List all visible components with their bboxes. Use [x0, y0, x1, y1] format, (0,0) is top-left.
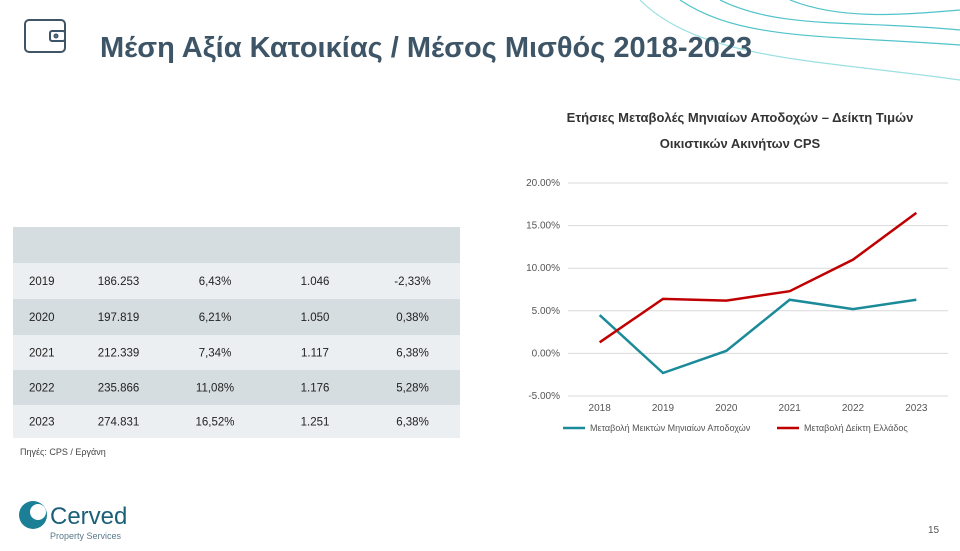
cell: 212.339 [98, 348, 140, 360]
table: Έτος2018175.000-1.071-Κατοικία (€)201918… [13, 181, 460, 438]
cell: 6,38% [396, 348, 429, 360]
y-tick-label: 5.00% [532, 306, 560, 317]
y-tick-label: 10.00% [526, 263, 560, 274]
header-line: (€) [308, 193, 322, 205]
cell: 6,21% [199, 312, 232, 324]
page-number: 15 [928, 525, 940, 536]
row [13, 335, 460, 370]
header-cell: Μέσος Μισθός (€) [277, 181, 353, 205]
cell: 16,52% [195, 417, 234, 429]
header-line: Μέσος Μισθός [277, 181, 353, 193]
x-tick-label: 2022 [842, 403, 865, 414]
line [598, 298, 917, 375]
cell: 1.176 [301, 383, 330, 395]
y-tick-label: 15.00% [526, 221, 560, 232]
cell: 1.117 [301, 348, 329, 360]
slide-title: Μέση Αξία Κατοικίας / Μέσος Μισθός 2018-… [100, 32, 752, 64]
cell: 1.050 [301, 312, 330, 324]
cell: 11,08% [196, 383, 234, 395]
chart-title: Ετήσιες Μεταβολές Μηνιαίων Αποδοχών – Δε… [567, 110, 914, 125]
header-cell: Έτος [29, 187, 56, 199]
cell: 6,38% [396, 417, 429, 429]
x-tick-label: 2018 [589, 403, 612, 414]
wallet-icon [24, 19, 66, 53]
decoration [639, 0, 960, 81]
y-tick-label: 20.00% [526, 178, 560, 189]
cell: -2,33% [394, 276, 430, 288]
cell: 186.253 [98, 276, 140, 288]
source: Πηγές: CPS / Εργάνη [20, 447, 106, 457]
logo-name: Cerved [50, 503, 127, 530]
logo-subtitle: Property Services [50, 531, 122, 541]
cell: 1.046 [301, 276, 330, 288]
header-cell: Κατοικία (€) [88, 187, 150, 199]
chart-title: Οικιστικών Ακινήτων CPS [660, 136, 821, 151]
cell: 2019 [29, 276, 55, 288]
cell: 6,43% [199, 276, 232, 288]
x-tick-label: 2021 [779, 403, 802, 414]
y-tick-label: -5.00% [528, 391, 560, 402]
x-tick-label: 2023 [905, 403, 928, 414]
line [598, 211, 918, 344]
row [13, 405, 460, 438]
row [13, 370, 460, 405]
cell: 2022 [29, 383, 55, 395]
cell: 5,28% [396, 383, 429, 395]
cell: 197.819 [98, 312, 140, 324]
cell: 7,34% [199, 348, 232, 360]
header-cell: Μεταβολή [386, 187, 438, 199]
row [13, 227, 460, 263]
cell: 1.251 [301, 417, 330, 429]
cell: 0,38% [396, 312, 429, 324]
cell: 274.831 [98, 417, 140, 429]
y-tick-label: 0.00% [532, 348, 560, 359]
cell: 2021 [29, 348, 55, 360]
logo: Cerved Property Services [19, 501, 127, 541]
cell: 2020 [29, 312, 55, 324]
x-tick-label: 2020 [715, 403, 738, 414]
legend-label: Μεταβολή Δείκτη Ελλάδος [804, 423, 908, 433]
row [13, 263, 460, 299]
row [13, 299, 460, 335]
cell: 2023 [29, 417, 55, 429]
x-tick-label: 2019 [652, 403, 675, 414]
legend-label: Μεταβολή Μεικτών Μηνιαίων Αποδοχών [590, 423, 751, 433]
cell: 235.866 [98, 383, 140, 395]
header-cell: Μεταβολή [189, 187, 241, 199]
